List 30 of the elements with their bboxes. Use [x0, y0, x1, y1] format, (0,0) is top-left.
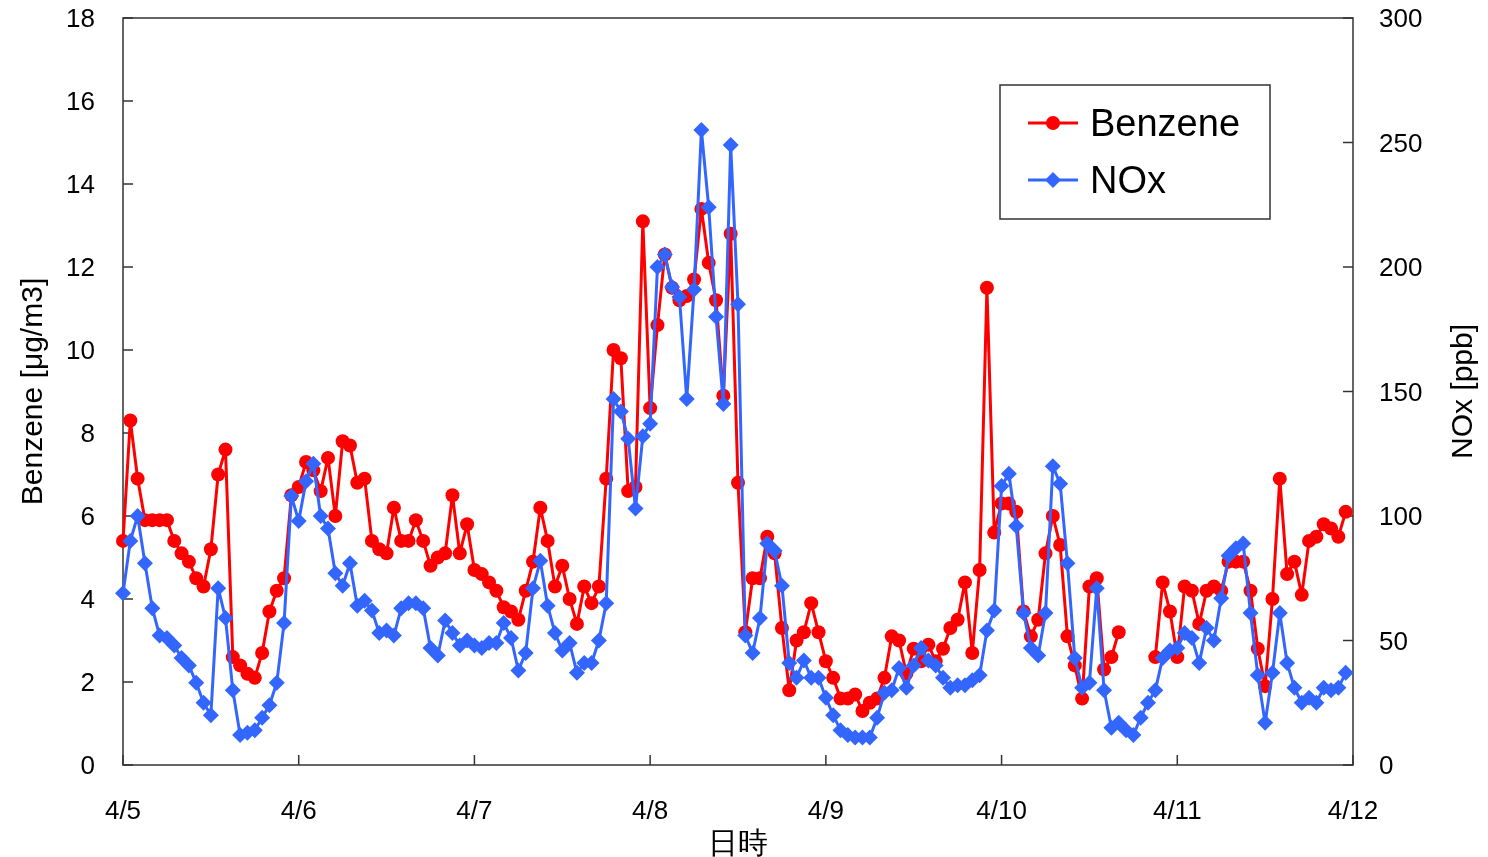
y-tick-label: 10 — [66, 335, 95, 365]
y2-tick-label: 200 — [1379, 252, 1423, 282]
y-tick-label: 12 — [66, 252, 95, 282]
y2-tick-label: 100 — [1379, 501, 1423, 531]
x-tick-label: 4/11 — [1152, 795, 1202, 825]
y2-tick-label: 50 — [1379, 625, 1408, 656]
y2-tick-label: 250 — [1379, 127, 1423, 158]
y-tick-label: 6 — [80, 501, 95, 531]
y-axis-title: Benzene [μg/m3] — [15, 277, 48, 506]
y-tick-label: 16 — [66, 86, 95, 116]
y-tick-label: 0 — [80, 750, 95, 780]
x-tick-label: 4/10 — [976, 795, 1027, 825]
x-tick-label: 4/5 — [104, 795, 142, 825]
x-tick-label: 4/9 — [807, 795, 844, 825]
legend-label: Benzene — [1090, 102, 1241, 144]
y-tick-label: 2 — [80, 667, 95, 697]
x-tick-label: 4/8 — [632, 795, 669, 825]
y-tick-label: 8 — [80, 418, 95, 448]
y-tick-label: 14 — [66, 169, 95, 199]
y-tick-label: 4 — [80, 584, 95, 614]
y2-axis-title: NOx [ppb] — [1445, 323, 1478, 460]
y2-tick-label: 0 — [1379, 750, 1394, 780]
y2-tick-label: 150 — [1379, 376, 1423, 407]
legend-label: NOx — [1090, 159, 1166, 201]
x-tick-label: 4/12 — [1327, 795, 1379, 825]
y-tick-label: 18 — [66, 3, 95, 33]
x-axis-title: 日時 — [708, 826, 768, 857]
x-tick-label: 4/6 — [280, 795, 317, 825]
y2-tick-label: 300 — [1379, 3, 1423, 33]
x-tick-label: 4/7 — [456, 795, 493, 825]
